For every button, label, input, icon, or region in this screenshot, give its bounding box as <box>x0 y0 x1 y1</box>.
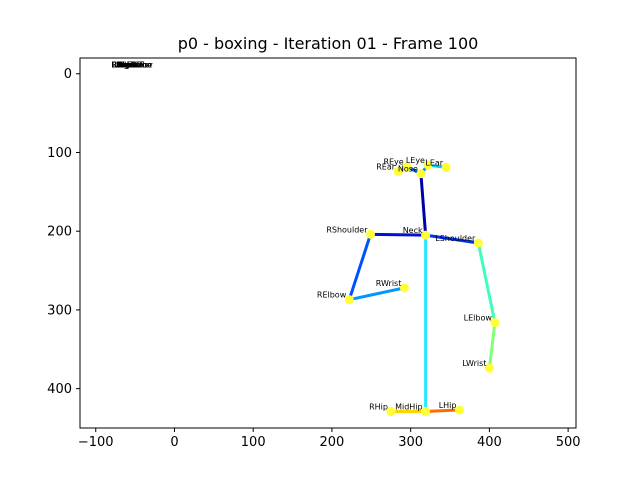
stacked-label-rshoulder: RShoulder <box>111 60 153 69</box>
keypoint-label-nose: Nose <box>398 165 418 174</box>
keypoint-neck <box>421 230 431 240</box>
keypoint-label-rwrist: RWrist <box>376 279 402 288</box>
keypoint-label-lear: LEar <box>425 158 443 167</box>
keypoint-label-midhip: MidHip <box>395 402 423 411</box>
keypoint-label-rshoulder: RShoulder <box>326 225 368 234</box>
keypoint-label-leye: LEye <box>406 156 425 165</box>
x-tick-label: −100 <box>78 435 114 450</box>
skeleton-bones <box>347 163 497 413</box>
bone-neck-rshoulder <box>370 232 426 237</box>
stacked-label-rwrist: RWrist <box>111 60 137 69</box>
stacked-label-rbigtoe: RBigToe <box>111 60 143 69</box>
keypoint-lwrist <box>484 363 494 373</box>
keypoint-lshoulder <box>473 238 483 248</box>
keypoint-rear <box>393 166 403 176</box>
keypoint-label-reye: REye <box>383 158 403 167</box>
bone-relbow-rwrist <box>348 286 405 302</box>
stacked-label-rhip: RHip <box>111 60 130 69</box>
stacked-label-rankle: RAnkle <box>111 60 139 69</box>
bone-lshoulder-lelbow <box>476 242 497 323</box>
keypoint-nose <box>416 169 426 179</box>
y-tick-label: 400 <box>47 382 72 397</box>
keypoint-label-rhip: RHip <box>369 402 388 411</box>
stacked-label-rknee: RKnee <box>111 60 137 69</box>
bone-nose-neck <box>419 173 428 236</box>
bone-midhip-lhip <box>425 408 460 413</box>
keypoint-label-rear: REar <box>376 162 396 171</box>
keypoint-label-relbow: RElbow <box>317 291 347 300</box>
bone-rshoulder-relbow <box>347 233 372 301</box>
x-tick-label: 300 <box>398 435 423 450</box>
chart-title: p0 - boxing - Iteration 01 - Frame 100 <box>178 34 479 53</box>
keypoint-label-lshoulder: LShoulder <box>435 234 476 243</box>
stacked-label-lheel: LHeel <box>111 60 134 69</box>
stacked-label-lbigtoe: LBigToe <box>111 60 142 69</box>
keypoint-rhip <box>386 406 396 416</box>
x-tick-label: 400 <box>477 435 502 450</box>
y-tick-label: 300 <box>47 303 72 318</box>
stacked-label-relbow: RElbow <box>111 60 141 69</box>
keypoint-lhip <box>454 405 464 415</box>
stacked-label-lankle: LAnkle <box>111 60 138 69</box>
x-tick-label: 500 <box>556 435 581 450</box>
keypoint-label-neck: Neck <box>403 226 423 235</box>
keypoints <box>344 160 500 416</box>
stacked-label-rsmalltoe: RSmallToe <box>111 60 152 69</box>
y-tick-label: 100 <box>47 146 72 161</box>
bone-neck-lshoulder <box>425 233 479 245</box>
x-tick-label: 0 <box>170 435 178 450</box>
x-tick-label: 200 <box>320 435 345 450</box>
keypoint-rshoulder <box>366 229 376 239</box>
bone-lelbow-lwrist <box>487 322 497 369</box>
stacked-label-lsmalltoe: LSmallToe <box>111 60 151 69</box>
stacked-label-lknee: LKnee <box>111 60 136 69</box>
keypoint-lear <box>441 162 451 172</box>
keypoint-labels: NoseNeckRShoulderRElbowRWristLShoulderLE… <box>111 60 492 411</box>
keypoint-relbow <box>344 295 354 305</box>
keypoint-leye <box>423 160 433 170</box>
x-tick-label: 100 <box>241 435 266 450</box>
keypoint-rwrist <box>399 283 409 293</box>
keypoint-midhip <box>421 406 431 416</box>
plot-area <box>79 57 577 429</box>
keypoint-lelbow <box>490 318 500 328</box>
keypoint-reye <box>402 162 412 172</box>
keypoint-label-lhip: LHip <box>439 401 457 410</box>
y-tick-label: 0 <box>64 67 72 82</box>
keypoint-label-lelbow: LElbow <box>464 314 493 323</box>
y-tick-label: 200 <box>47 225 72 240</box>
stacked-label-rheel: RHeel <box>111 60 135 69</box>
axis-ticks: −100 0 100 200 300 400 500 0 100 200 300 400 <box>47 67 580 450</box>
keypoint-label-lwrist: LWrist <box>462 359 486 368</box>
